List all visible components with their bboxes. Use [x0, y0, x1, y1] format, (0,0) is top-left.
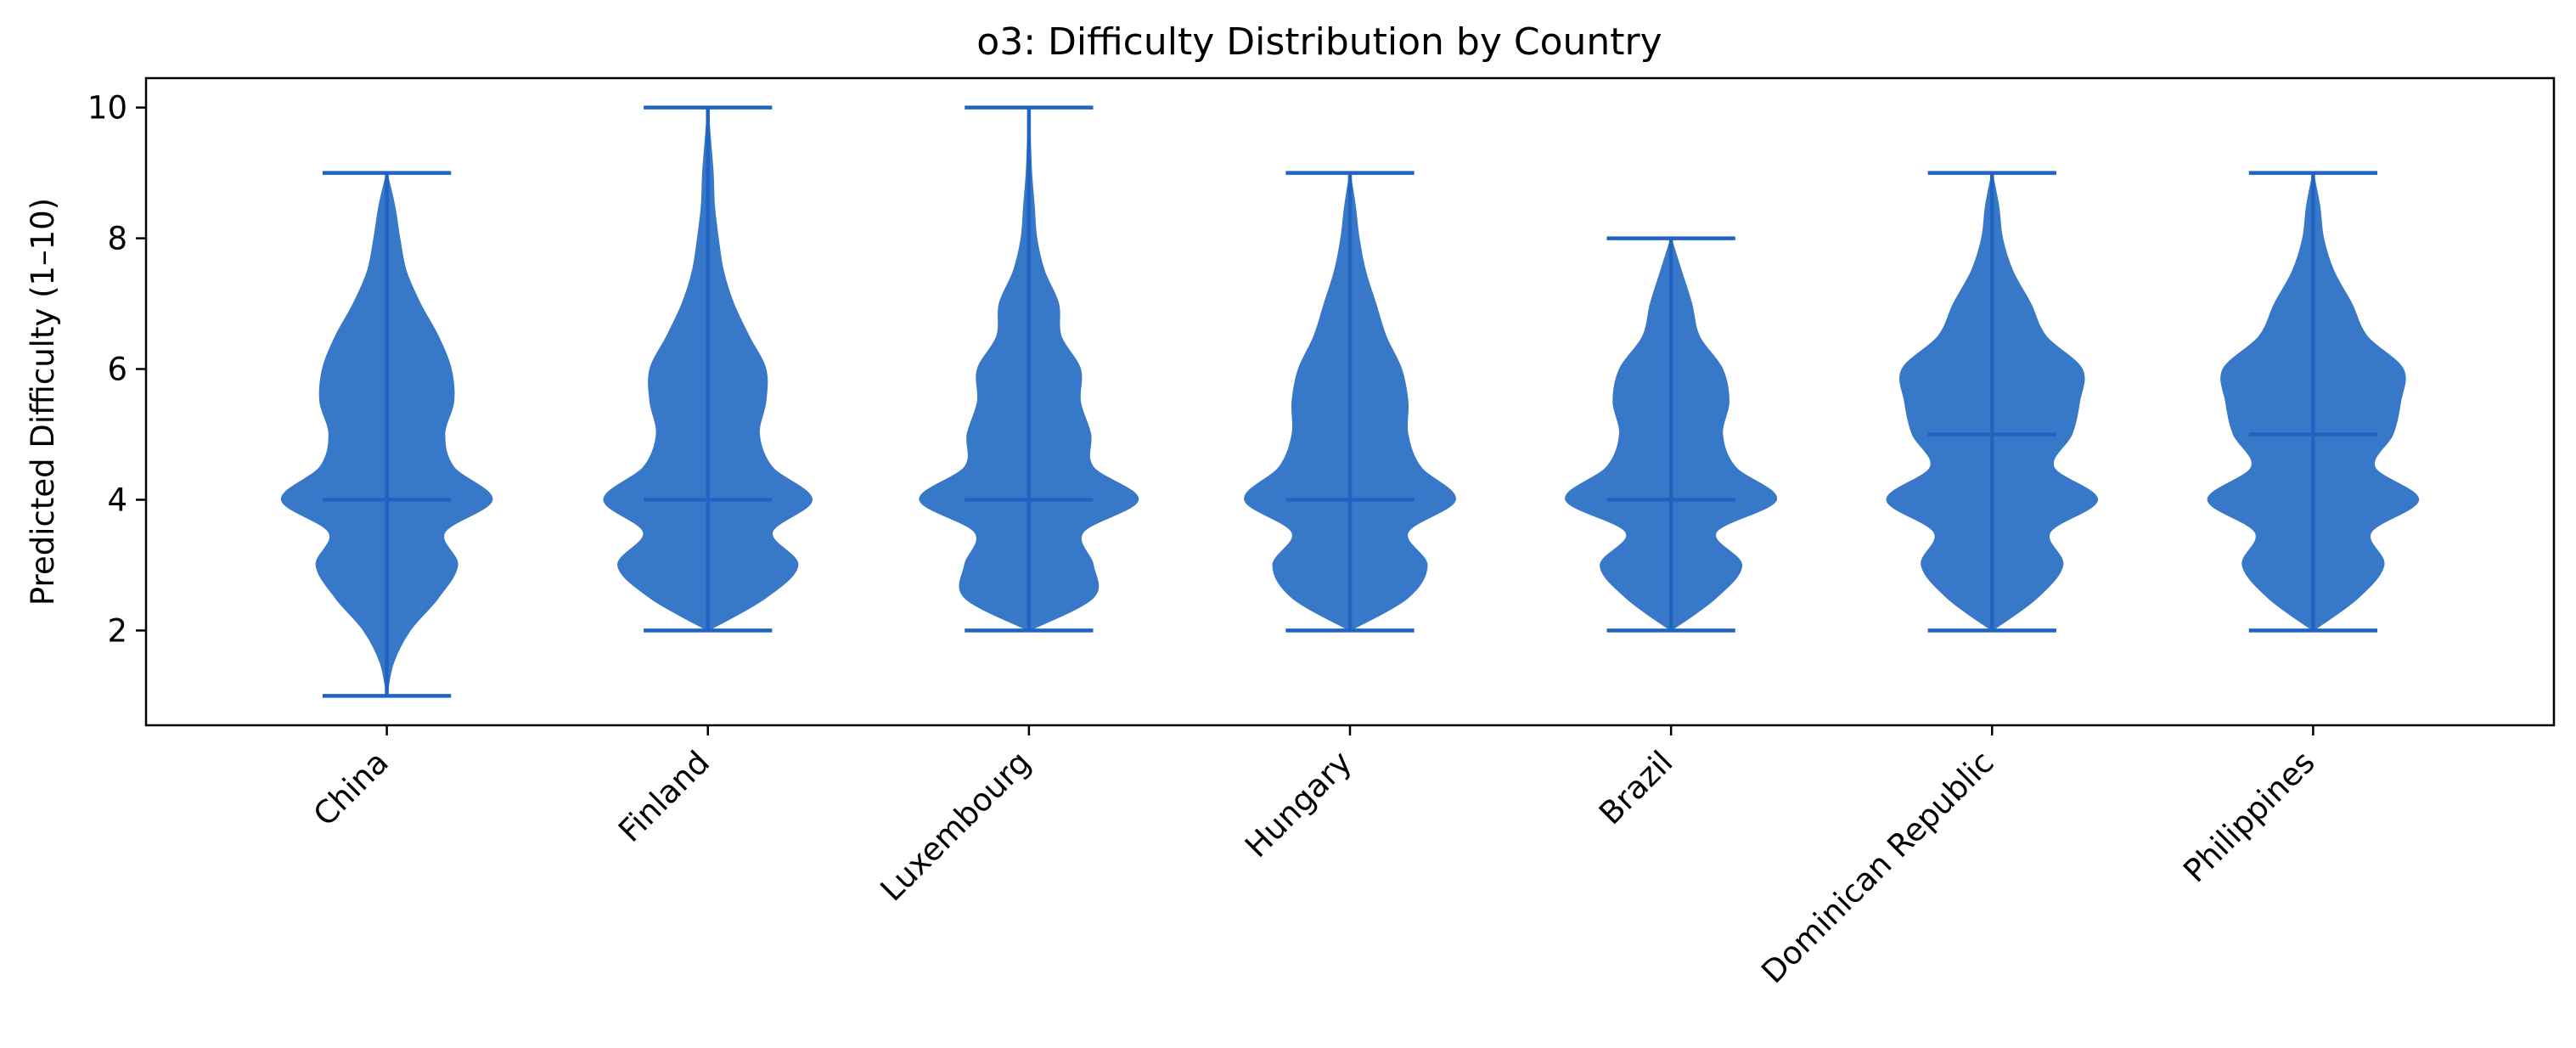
- y-tick-label: 2: [107, 612, 127, 649]
- violin-brazil: [1565, 236, 1777, 633]
- y-axis: 2 4 6 8 10: [87, 90, 146, 649]
- y-axis-label: Predicted Difficulty (1–10): [25, 198, 61, 606]
- y-tick-label: 6: [107, 352, 127, 388]
- violin-dominican-republic: [1886, 171, 2099, 633]
- y-tick-label: 10: [87, 90, 127, 127]
- violin-philippines: [2207, 171, 2420, 633]
- violin-finland: [603, 105, 813, 633]
- y-tick-label: 8: [107, 221, 127, 257]
- y-tick-label: 4: [107, 482, 127, 518]
- chart-title: o3: Difficulty Distribution by Country: [976, 20, 1662, 64]
- violin-group: [280, 105, 2420, 698]
- violin-hungary: [1244, 171, 1456, 633]
- violin-luxembourg: [919, 105, 1139, 633]
- violin-china: [280, 171, 493, 698]
